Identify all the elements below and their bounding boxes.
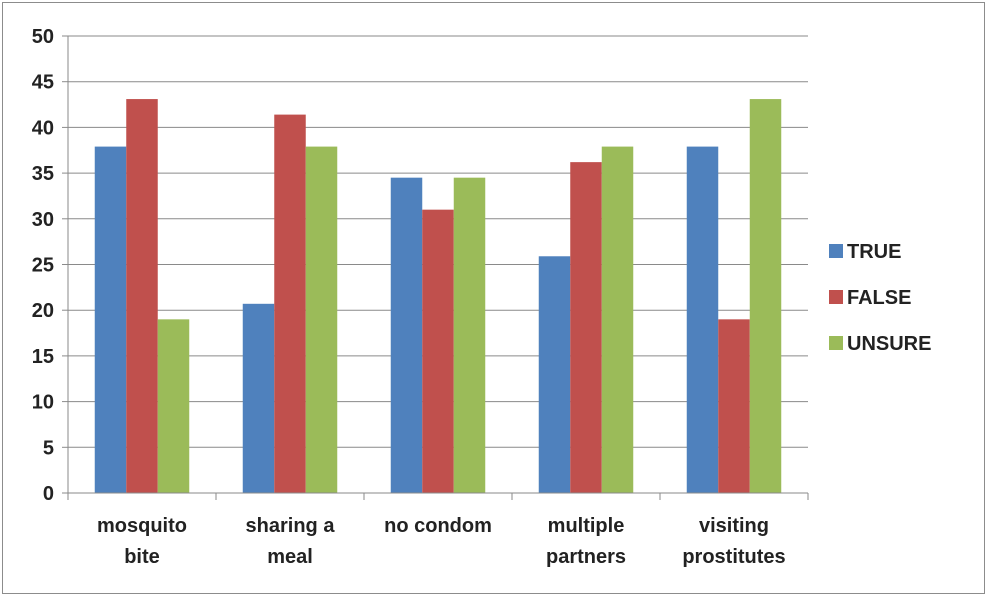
bar-true-4 bbox=[686, 146, 719, 493]
y-tick-label: 40 bbox=[32, 117, 54, 139]
bars bbox=[94, 99, 782, 494]
y-tick-label: 0 bbox=[43, 483, 54, 505]
gridlines bbox=[68, 35, 808, 448]
bar-true-2 bbox=[390, 177, 423, 494]
bar-unsure-0 bbox=[157, 319, 190, 493]
bar-false-0 bbox=[126, 99, 158, 493]
y-tick-label: 25 bbox=[32, 255, 54, 277]
y-tick-label: 30 bbox=[32, 209, 54, 231]
x-category-label: partners bbox=[546, 546, 626, 568]
x-category-label: sharing a bbox=[246, 515, 336, 537]
bar-unsure-3 bbox=[601, 146, 634, 493]
legend-swatch-unsure bbox=[829, 336, 843, 350]
y-tick-label: 50 bbox=[32, 26, 54, 48]
legend: TRUE FALSE UNSURE bbox=[829, 241, 931, 355]
bar-true-0 bbox=[94, 146, 127, 493]
legend-label-true: TRUE bbox=[847, 241, 901, 263]
x-category-labels: mosquito bite sharing a meal no condom multip… bbox=[97, 515, 786, 568]
bar-false-3 bbox=[570, 162, 602, 493]
bar-unsure-2 bbox=[453, 177, 486, 494]
axes bbox=[62, 35, 809, 500]
y-tick-label: 35 bbox=[32, 163, 54, 185]
x-category-label: meal bbox=[267, 546, 313, 568]
y-tick-label: 45 bbox=[32, 72, 54, 94]
legend-swatch-true bbox=[829, 244, 843, 258]
y-tick-labels: 0 5 10 15 20 25 30 35 40 45 50 bbox=[32, 26, 54, 505]
y-tick-label: 15 bbox=[32, 346, 54, 368]
bar-unsure-1 bbox=[305, 146, 338, 493]
bar-false-4 bbox=[718, 319, 750, 493]
legend-label-unsure: UNSURE bbox=[847, 333, 931, 355]
x-category-label: bite bbox=[124, 546, 160, 568]
bar-true-3 bbox=[538, 256, 571, 493]
x-category-label: prostitutes bbox=[682, 546, 785, 568]
bar-true-1 bbox=[242, 303, 275, 493]
bar-false-2 bbox=[422, 209, 454, 493]
x-category-label: multiple bbox=[548, 515, 625, 537]
bar-false-1 bbox=[274, 114, 306, 493]
x-category-label: visiting bbox=[699, 515, 769, 537]
legend-swatch-false bbox=[829, 290, 843, 304]
y-tick-label: 20 bbox=[32, 300, 54, 322]
legend-label-false: FALSE bbox=[847, 287, 911, 309]
bar-unsure-4 bbox=[749, 99, 782, 493]
x-category-label: mosquito bbox=[97, 515, 187, 537]
y-tick-label: 10 bbox=[32, 392, 54, 414]
y-tick-label: 5 bbox=[43, 437, 54, 459]
x-category-label: no condom bbox=[384, 515, 492, 537]
